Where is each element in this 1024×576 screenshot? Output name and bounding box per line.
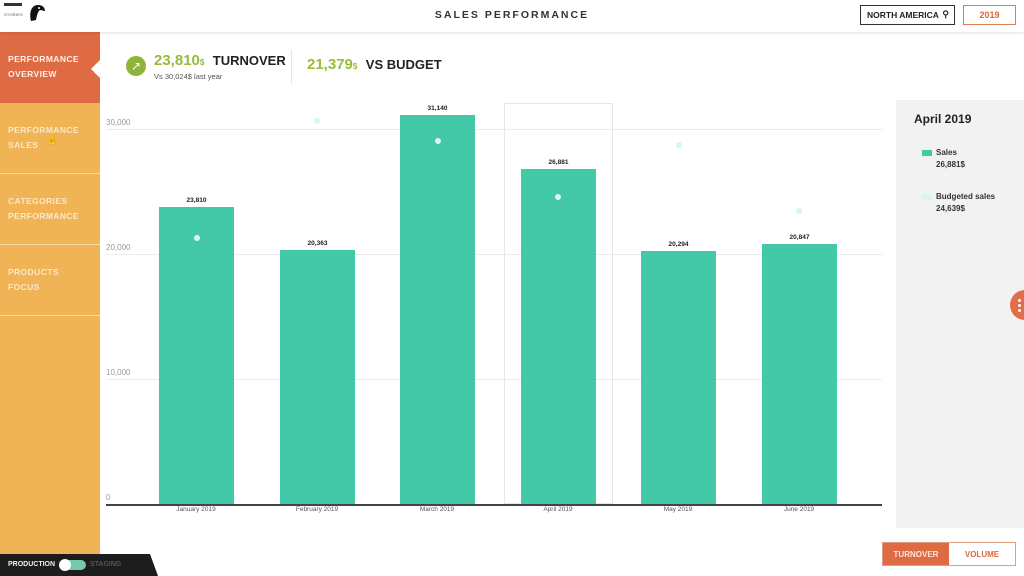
kebab-icon-dot — [1018, 309, 1021, 312]
page-title: SALES PERFORMANCE — [434, 9, 590, 21]
y-tick: 0 — [106, 493, 111, 502]
sidebar-item-performance-overview[interactable]: PERFORMANCE OVERVIEW — [0, 32, 100, 103]
hamburger-icon-line — [4, 3, 22, 6]
bar-february[interactable] — [280, 250, 355, 504]
gridline — [106, 379, 882, 380]
x-label: March 2019 — [419, 506, 455, 513]
metric-toggle: TURNOVER VOLUME — [882, 542, 1016, 566]
x-label: February 2019 — [295, 506, 339, 513]
nav-label: FOCUS — [8, 282, 40, 292]
y-tick: 10,000 — [106, 368, 131, 377]
environment-toggle[interactable] — [59, 559, 86, 571]
bar-value: 23,810 — [186, 197, 207, 204]
menu-button[interactable]: STORIES — [4, 3, 26, 29]
gridline — [106, 129, 882, 130]
menu-label: STORIES — [4, 12, 23, 17]
budget-label: VS BUDGET — [365, 57, 442, 72]
turnover-comparison: Vs 30,024$ last year — [154, 72, 223, 81]
sales-swatch — [922, 150, 932, 156]
nav-label: PERFORMANCE — [8, 125, 79, 135]
bar-value: 20,294 — [668, 241, 689, 248]
nav-label: PERFORMANCE — [8, 211, 79, 221]
x-label: April 2019 — [543, 506, 573, 513]
turnover-unit: $ — [199, 58, 205, 67]
gridline — [106, 254, 882, 255]
x-label: June 2019 — [783, 506, 815, 513]
production-label: PRODUCTION — [8, 561, 56, 568]
budget-dot — [194, 235, 200, 241]
bar-june[interactable] — [762, 244, 837, 504]
sidebar: PERFORMANCE OVERVIEW PERFORMANCE SALES C… — [0, 32, 100, 554]
budget-dot — [676, 142, 682, 148]
bar-january[interactable] — [159, 207, 234, 504]
nav-label: PRODUCTS — [8, 267, 59, 277]
kebab-icon-dot — [1018, 304, 1021, 307]
budget-swatch — [922, 194, 932, 200]
nav-label: OVERVIEW — [8, 69, 57, 79]
y-tick: 30,000 — [106, 118, 131, 127]
turnover-label: TURNOVER — [212, 53, 286, 68]
budget-dot — [435, 138, 441, 144]
bar-value: 26,881 — [548, 159, 569, 166]
kebab-icon — [1018, 299, 1021, 302]
budget-unit: $ — [352, 62, 358, 71]
nav-label: CATEGORIES — [8, 196, 68, 206]
staging-label: STAGING — [90, 561, 122, 568]
detail-panel: April 2019 Sales 26,881$ Budgeted sales … — [896, 100, 1024, 528]
sidebar-item-products-focus[interactable]: PRODUCTS FOCUS — [0, 245, 100, 316]
trend-up-icon: ↗ — [126, 56, 146, 76]
panel-title: April 2019 — [914, 112, 972, 126]
x-label: May 2019 — [663, 506, 693, 513]
y-tick: 20,000 — [106, 243, 131, 252]
legend-name: Budgeted sales — [936, 192, 996, 201]
volume-tab[interactable]: VOLUME — [949, 543, 1015, 565]
turnover-value: 23,810 — [154, 52, 200, 69]
turnover-tab[interactable]: TURNOVER — [883, 543, 949, 565]
search-icon: ⚲ — [942, 9, 949, 19]
hand-cursor-icon: ☝ — [46, 135, 59, 146]
region-search[interactable]: NORTH AMERICA ⚲ — [860, 5, 955, 25]
turnover-kpi: 23,810$ TURNOVER Vs 30,024$ last year — [154, 52, 286, 81]
bar-value: 20,847 — [789, 234, 810, 241]
legend-sales: Sales 26,881$ — [922, 148, 1022, 169]
region-value: NORTH AMERICA — [867, 10, 939, 20]
budget-kpi: 21,379$ VS BUDGET — [307, 56, 442, 74]
environment-bar: PRODUCTION STAGING — [0, 554, 158, 576]
bar-value: 20,363 — [307, 240, 328, 247]
nav-label: SALES — [8, 140, 39, 150]
more-options-button[interactable] — [1010, 290, 1024, 320]
sidebar-item-performance-sales[interactable]: PERFORMANCE SALES — [0, 103, 100, 174]
bar-value: 31,140 — [427, 105, 448, 112]
legend-name: Sales — [936, 148, 957, 157]
legend-budget: Budgeted sales 24,639$ — [922, 192, 1022, 213]
toggle-knob — [59, 559, 71, 571]
sales-bar-chart: 30,000 20,000 10,000 0 23,810 January 20… — [100, 100, 890, 520]
x-axis — [106, 504, 882, 506]
x-label: January 2019 — [176, 506, 216, 513]
sidebar-item-categories-performance[interactable]: CATEGORIES PERFORMANCE — [0, 174, 100, 245]
bar-april[interactable] — [521, 169, 596, 504]
nav-label: PERFORMANCE — [8, 54, 79, 64]
bar-may[interactable] — [641, 251, 716, 504]
legend-value: 26,881$ — [936, 160, 965, 169]
budget-dot — [796, 208, 802, 214]
budget-value: 21,379 — [307, 56, 353, 73]
toucan-logo-icon — [30, 5, 45, 21]
bar-march[interactable] — [400, 115, 475, 504]
top-bar: STORIES SALES PERFORMANCE NORTH AMERICA … — [0, 0, 1024, 32]
kpi-divider — [291, 50, 292, 84]
budget-dot — [555, 194, 561, 200]
legend-value: 24,639$ — [936, 204, 965, 213]
year-selector[interactable]: 2019 — [963, 5, 1016, 25]
budget-dot — [314, 118, 320, 124]
